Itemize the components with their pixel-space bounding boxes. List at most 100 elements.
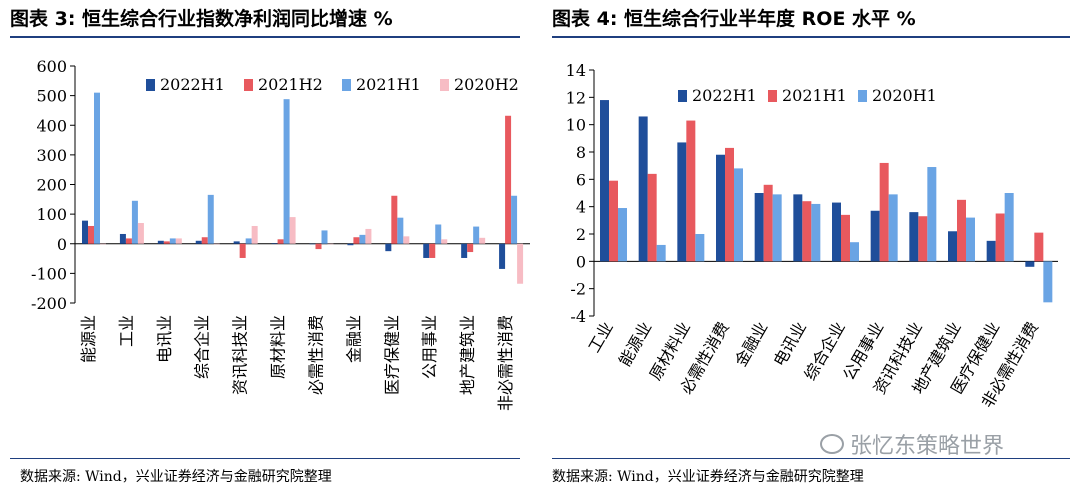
x-category-label: 工业 — [584, 319, 616, 356]
y-tick-label: 8 — [576, 143, 586, 162]
bar-2021H1-综合企业 — [207, 194, 214, 244]
bar-2021H1-非必需性消费 — [1034, 232, 1044, 262]
legend-label: 2021H1 — [356, 75, 421, 94]
bar-2021H1-工业 — [609, 180, 618, 262]
bar-2022H1-公用事业 — [870, 210, 880, 262]
bar-2020H1-工业 — [618, 208, 627, 262]
bar-2021H2-公用事业 — [429, 243, 436, 258]
bar-2020H2-必需性消费 — [327, 243, 334, 245]
bar-2021H1-公用事业 — [879, 162, 889, 262]
bar-2021H1-医疗保健业 — [995, 213, 1005, 262]
x-category-label: 地产建筑业 — [458, 315, 477, 395]
bar-2022H1-原材料业 — [677, 142, 687, 262]
x-category-label: 公用事业 — [420, 315, 439, 379]
legend-label: 2020H2 — [454, 75, 519, 94]
bar-2022H1-能源业 — [638, 116, 648, 262]
bar-2020H1-综合企业 — [850, 242, 859, 262]
bar-2021H1-能源业 — [94, 92, 100, 244]
x-category-label: 电讯业 — [770, 319, 810, 370]
y-tick-label: 14 — [566, 61, 586, 80]
bar-2022H1-金融业 — [347, 243, 354, 246]
y-tick-label: 10 — [566, 116, 586, 135]
x-category-label: 综合企业 — [193, 315, 212, 379]
legend-swatch-2020H1 — [858, 90, 867, 102]
y-tick-label: -200 — [31, 294, 67, 313]
source-divider-right — [552, 458, 1070, 459]
bar-2020H1-电讯业 — [811, 203, 821, 262]
y-tick-label: 12 — [566, 88, 586, 107]
chart-title-left: 图表 3: 恒生综合行业指数净利润同比增速 % — [10, 8, 393, 30]
bar-2021H1-地产建筑业 — [957, 199, 966, 262]
y-tick-label: 6 — [576, 170, 586, 189]
bar-2020H2-工业 — [137, 223, 144, 244]
bar-2021H2-原材料业 — [277, 239, 284, 244]
bar-2021H1-工业 — [131, 200, 138, 244]
bar-2021H2-地产建筑业 — [467, 243, 474, 253]
bar-2021H2-必需性消费 — [315, 243, 322, 250]
y-tick-label: 0 — [57, 235, 67, 254]
y-tick-label: -2 — [570, 280, 586, 299]
legend-label: 2022H1 — [692, 86, 757, 105]
title-divider-left — [10, 36, 520, 38]
bar-2020H1-地产建筑业 — [966, 217, 975, 262]
legend-swatch-2022H1 — [146, 79, 155, 91]
bar-2020H1-能源业 — [656, 244, 666, 262]
x-category-label: 金融业 — [731, 319, 771, 370]
x-category-label: 原材料业 — [269, 315, 288, 379]
bar-2021H2-非必需性消费 — [505, 115, 512, 244]
y-tick-label: 400 — [36, 116, 67, 135]
bar-2021H1-金融业 — [359, 234, 366, 244]
bar-2020H1-金融业 — [772, 194, 782, 262]
bar-2022H1-公用事业 — [423, 243, 430, 258]
legend-label: 2022H1 — [160, 75, 225, 94]
bar-2021H2-资讯科技业 — [239, 243, 246, 258]
bar-2022H1-综合企业 — [832, 202, 841, 262]
y-tick-label: 0 — [576, 252, 586, 271]
bar-2021H1-必需性消费 — [725, 147, 734, 262]
bar-2022H1-地产建筑业 — [461, 243, 468, 258]
bar-2021H1-资讯科技业 — [245, 238, 252, 244]
bar-2020H1-资讯科技业 — [927, 167, 937, 262]
bar-2021H1-电讯业 — [802, 201, 812, 262]
source-note-right: 数据来源: Wind，兴业证券经济与金融研究院整理 — [552, 469, 864, 485]
bar-2021H1-非必需性消费 — [511, 195, 518, 244]
legend-swatch-2021H2 — [244, 79, 253, 91]
bar-2021H1-能源业 — [647, 173, 657, 262]
bar-2020H2-非必需性消费 — [517, 243, 524, 284]
bar-2021H1-原材料业 — [686, 120, 696, 262]
x-category-label: 金融业 — [344, 315, 363, 363]
bar-2021H1-电讯业 — [169, 238, 176, 244]
bar-2020H1-非必需性消费 — [1043, 261, 1053, 303]
bar-2022H1-工业 — [600, 100, 609, 262]
bar-2021H1-必需性消费 — [321, 230, 328, 244]
bar-2022H1-资讯科技业 — [909, 212, 919, 262]
x-category-label: 必需性消费 — [306, 315, 325, 395]
y-tick-label: -100 — [31, 264, 67, 283]
bar-2022H1-能源业 — [82, 220, 88, 244]
watermark-text: 张忆东策略世界 — [850, 434, 1005, 459]
bar-2021H1-资讯科技业 — [918, 216, 928, 262]
legend-swatch-2021H1 — [342, 79, 351, 91]
legend-swatch-2020H2 — [440, 79, 449, 91]
bar-2022H1-必需性消费 — [716, 154, 725, 262]
y-tick-label: 500 — [36, 87, 67, 106]
chart-title-right: 图表 4: 恒生综合行业半年度 ROE 水平 % — [552, 8, 916, 30]
x-category-label: 资讯科技业 — [231, 315, 250, 395]
bar-2022H1-非必需性消费 — [499, 243, 506, 269]
bar-2020H2-金融业 — [365, 228, 372, 244]
bar-2022H1-医疗保健业 — [385, 243, 392, 252]
title-divider-right — [552, 36, 1070, 38]
x-category-label: 电讯业 — [155, 315, 174, 363]
bar-2020H1-原材料业 — [695, 234, 705, 262]
x-category-label: 能源业 — [79, 315, 98, 363]
bar-2021H1-金融业 — [763, 184, 773, 262]
bar-2022H1-必需性消费 — [309, 243, 316, 245]
legend-label: 2021H1 — [782, 86, 847, 105]
x-category-label: 能源业 — [615, 319, 655, 370]
bar-2022H1-电讯业 — [157, 240, 164, 244]
bar-2021H1-原材料业 — [283, 99, 290, 244]
bar-2022H1-非必需性消费 — [1025, 261, 1035, 267]
bar-2020H1-医疗保健业 — [1004, 193, 1014, 262]
